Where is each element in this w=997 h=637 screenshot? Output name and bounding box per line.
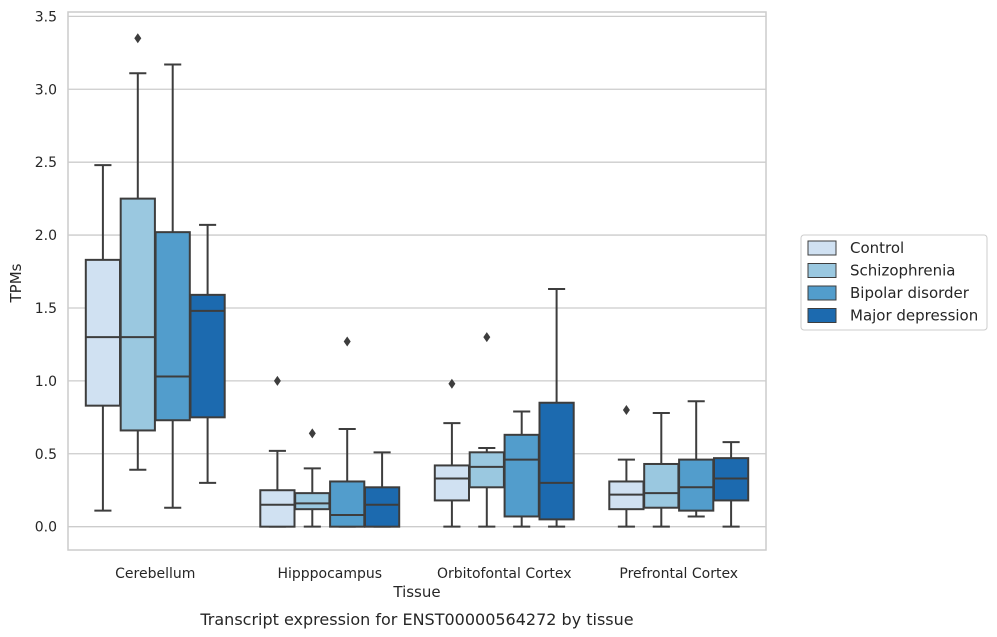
legend-swatch	[807, 308, 837, 323]
box-control	[84, 164, 122, 512]
y-tick-label: 0.0	[35, 520, 57, 536]
box-body	[433, 464, 471, 502]
y-tick-label: 3.0	[35, 82, 57, 98]
box-body	[119, 197, 156, 432]
legend-swatch	[807, 263, 837, 278]
legend-label: Bipolar disorder	[850, 284, 970, 302]
y-axis-title: TPMs	[7, 263, 25, 303]
x-tick-label: Orbitofontal Cortex	[437, 566, 572, 582]
box-body	[643, 462, 680, 509]
box-body	[294, 492, 331, 511]
box-body	[363, 486, 401, 528]
y-tick-labels: 0.0 0.5 1.0 1.5 2.0 2.5 3.0 3.5	[35, 9, 57, 535]
box-schizophrenia	[119, 33, 156, 471]
box-body	[154, 231, 191, 422]
box-control	[608, 405, 645, 528]
y-tick-label: 1.0	[35, 374, 57, 390]
box-body	[84, 258, 122, 407]
box-major-depression	[189, 223, 226, 484]
box-body	[259, 489, 296, 528]
box-control	[259, 375, 296, 528]
box-schizophrenia	[643, 411, 680, 528]
y-tick-label: 0.5	[35, 447, 57, 463]
x-tick-label: Hipppocampus	[277, 566, 382, 582]
box-bipolar-disorder	[678, 400, 715, 518]
outlier-point	[273, 375, 281, 386]
outlier-point	[483, 332, 491, 343]
chart-caption: Transcript expression for ENST0000056427…	[199, 610, 633, 629]
outlier-point	[622, 405, 630, 416]
box-body	[468, 451, 505, 489]
box-bipolar-disorder	[154, 63, 191, 509]
x-tick-label: Cerebellum	[115, 566, 195, 582]
legend: Control Schizophrenia Bipolar disorder Majo…	[800, 234, 988, 331]
outlier-point	[448, 378, 456, 389]
box-schizophrenia	[294, 428, 331, 528]
box-body	[329, 480, 366, 528]
x-tick-label: Prefrontal Cortex	[619, 566, 738, 582]
box-bipolar-disorder	[503, 410, 540, 528]
box-major-depression	[363, 451, 401, 528]
box-bipolar-disorder	[329, 336, 366, 528]
y-tick-label: 1.5	[35, 301, 57, 317]
box-major-depression	[538, 288, 575, 528]
box-body	[538, 401, 575, 521]
boxes	[84, 33, 750, 528]
legend-frame	[800, 234, 988, 331]
legend-swatch	[807, 240, 837, 256]
box-major-depression	[712, 441, 750, 528]
legend-label: Schizophrenia	[850, 262, 955, 280]
box-schizophrenia	[468, 332, 505, 528]
outlier-point	[308, 428, 316, 439]
y-tick-label: 2.0	[35, 228, 57, 244]
x-tick-labels: Cerebellum Hipppocampus Orbitofontal Corte…	[115, 566, 738, 582]
outlier-point	[134, 33, 142, 44]
outlier-point	[343, 336, 351, 347]
legend-swatch	[807, 285, 837, 301]
box-body	[503, 433, 540, 518]
y-tick-label: 3.5	[35, 9, 57, 25]
legend-label: Control	[850, 239, 904, 257]
x-axis-title: Tissue	[392, 583, 440, 601]
box-body	[189, 293, 226, 419]
plot-area-frame	[67, 11, 767, 551]
legend-label: Major depression	[850, 307, 978, 325]
box-body	[678, 458, 715, 512]
y-tick-label: 2.5	[35, 155, 57, 171]
box-control	[433, 378, 471, 528]
